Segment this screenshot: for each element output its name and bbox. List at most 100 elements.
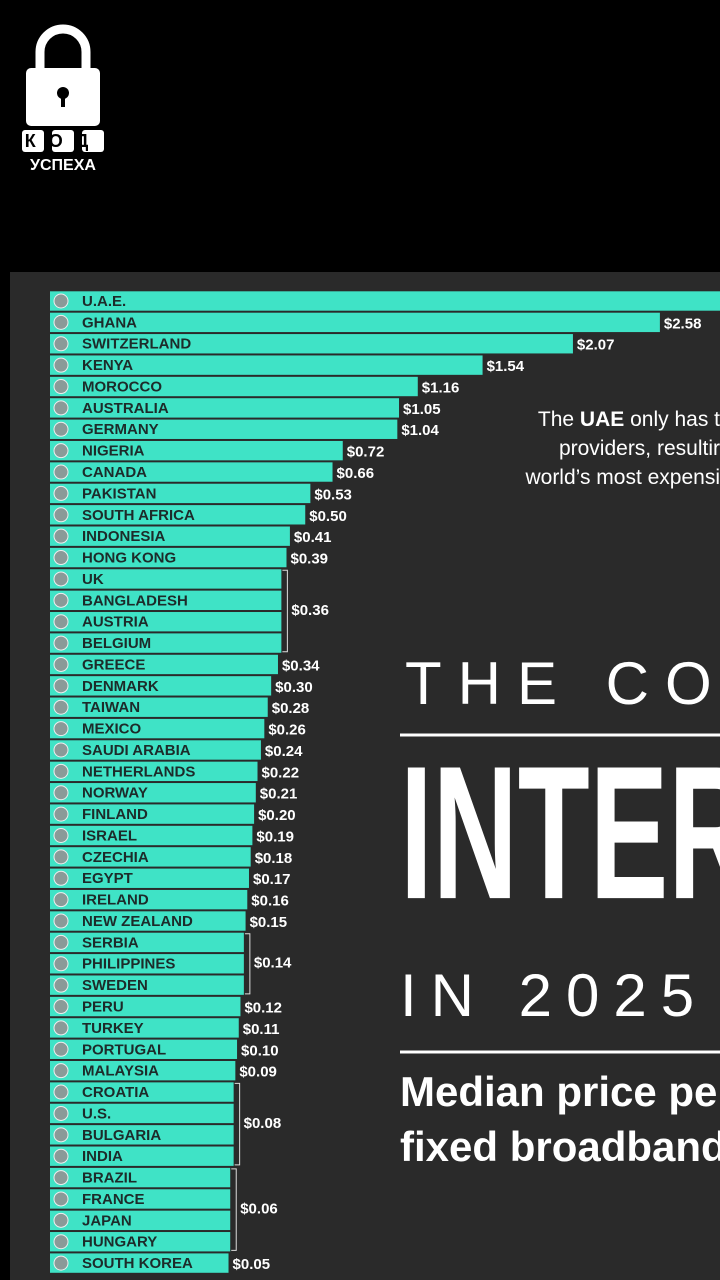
annotation-part: only has t	[624, 408, 720, 431]
value-label: $0.12	[244, 1000, 282, 1017]
value-label: $2.58	[664, 315, 702, 332]
category-label: CROATIA	[82, 1084, 149, 1101]
category-label: KENYA	[82, 357, 133, 374]
bar	[220, 1210, 231, 1231]
flag	[53, 357, 69, 373]
value-label: $0.53	[314, 486, 352, 503]
bar	[220, 419, 398, 439]
bar	[220, 847, 251, 867]
flag	[53, 1020, 69, 1036]
category-label: INDONESIA	[82, 528, 166, 545]
flag	[53, 507, 69, 523]
category-label: EGYPT	[82, 870, 133, 887]
title-line: IN 2025	[400, 962, 708, 1029]
value-label: $0.28	[272, 700, 310, 717]
category-label: NEW ZEALAND	[82, 913, 193, 930]
category-label: AUSTRALIA	[82, 400, 169, 417]
flag	[53, 528, 69, 544]
bar	[220, 440, 343, 461]
label-strip	[50, 761, 220, 782]
value-label: $0.11	[243, 1021, 280, 1038]
flag	[53, 1063, 69, 1079]
category-label: IRELAND	[82, 892, 149, 909]
bar	[220, 376, 418, 397]
flag	[53, 1127, 69, 1143]
label-strip	[50, 1146, 220, 1166]
bar	[220, 911, 246, 931]
bar	[220, 868, 249, 888]
bar	[220, 697, 268, 717]
label-strip	[50, 825, 220, 846]
bar	[220, 633, 282, 653]
value-label: $0.05	[233, 1256, 271, 1273]
label-strip	[50, 291, 220, 311]
bar	[220, 334, 573, 354]
category-label: FRANCE	[82, 1191, 145, 1208]
bar	[220, 291, 720, 311]
annotation-part: world’s most expensi	[524, 466, 720, 489]
bar	[220, 505, 306, 525]
label-strip	[50, 718, 220, 739]
value-label: $0.72	[347, 444, 385, 461]
value-label: $1.16	[422, 379, 460, 396]
flag	[53, 1234, 69, 1250]
value-label: $0.24	[265, 743, 303, 760]
value-label: $0.16	[251, 893, 289, 910]
bar	[220, 889, 248, 910]
flag	[53, 1148, 69, 1164]
flag	[53, 742, 69, 758]
bar	[220, 1146, 234, 1166]
flag	[53, 828, 69, 843]
value-label: $0.18	[255, 850, 293, 867]
annotation-line: providers, resultir	[559, 437, 720, 460]
flag	[53, 1255, 69, 1271]
label-strip	[50, 1082, 220, 1102]
flag	[53, 1041, 69, 1057]
bar	[220, 1018, 239, 1038]
label-strip	[50, 355, 220, 375]
label-strip	[50, 804, 220, 824]
flag	[53, 485, 69, 501]
label-strip	[50, 954, 220, 974]
label-strip	[50, 847, 220, 867]
bar	[220, 654, 278, 675]
category-label: CZECHIA	[82, 849, 149, 866]
bar	[220, 1060, 236, 1081]
flag	[53, 1212, 69, 1228]
title-line: THE COS	[405, 650, 720, 717]
value-label: $1.54	[487, 358, 525, 375]
flag	[53, 678, 69, 694]
label-strip	[50, 1039, 220, 1059]
flag	[53, 656, 69, 672]
bar	[220, 1167, 231, 1188]
label-strip	[50, 783, 220, 803]
bar	[220, 783, 256, 803]
category-label: BULGARIA	[82, 1127, 161, 1144]
bar	[220, 804, 255, 824]
flag	[53, 1105, 69, 1121]
value-label: $0.06	[240, 1201, 278, 1218]
flag	[53, 892, 69, 908]
value-label: $0.10	[241, 1042, 279, 1059]
value-label: $1.05	[403, 401, 441, 418]
flag	[53, 421, 69, 437]
category-label: MEXICO	[82, 721, 142, 738]
label-strip	[50, 1167, 220, 1188]
subtitle-line: Median price per	[400, 1068, 720, 1115]
flag	[53, 571, 69, 587]
bar	[220, 1189, 231, 1209]
category-label: BELGIUM	[82, 635, 151, 652]
bar	[220, 462, 333, 482]
group-bracket	[282, 569, 288, 653]
category-label: AUSTRIA	[82, 614, 149, 631]
value-label: $0.14	[254, 955, 292, 972]
flag	[53, 934, 69, 950]
category-label: PAKISTAN	[82, 485, 156, 502]
value-label: $0.50	[309, 508, 347, 525]
subtitle-line: fixed broadband b	[400, 1123, 720, 1170]
label-strip	[50, 440, 220, 461]
bar	[220, 740, 261, 760]
category-label: INDIA	[82, 1148, 123, 1165]
bar	[220, 1082, 234, 1102]
